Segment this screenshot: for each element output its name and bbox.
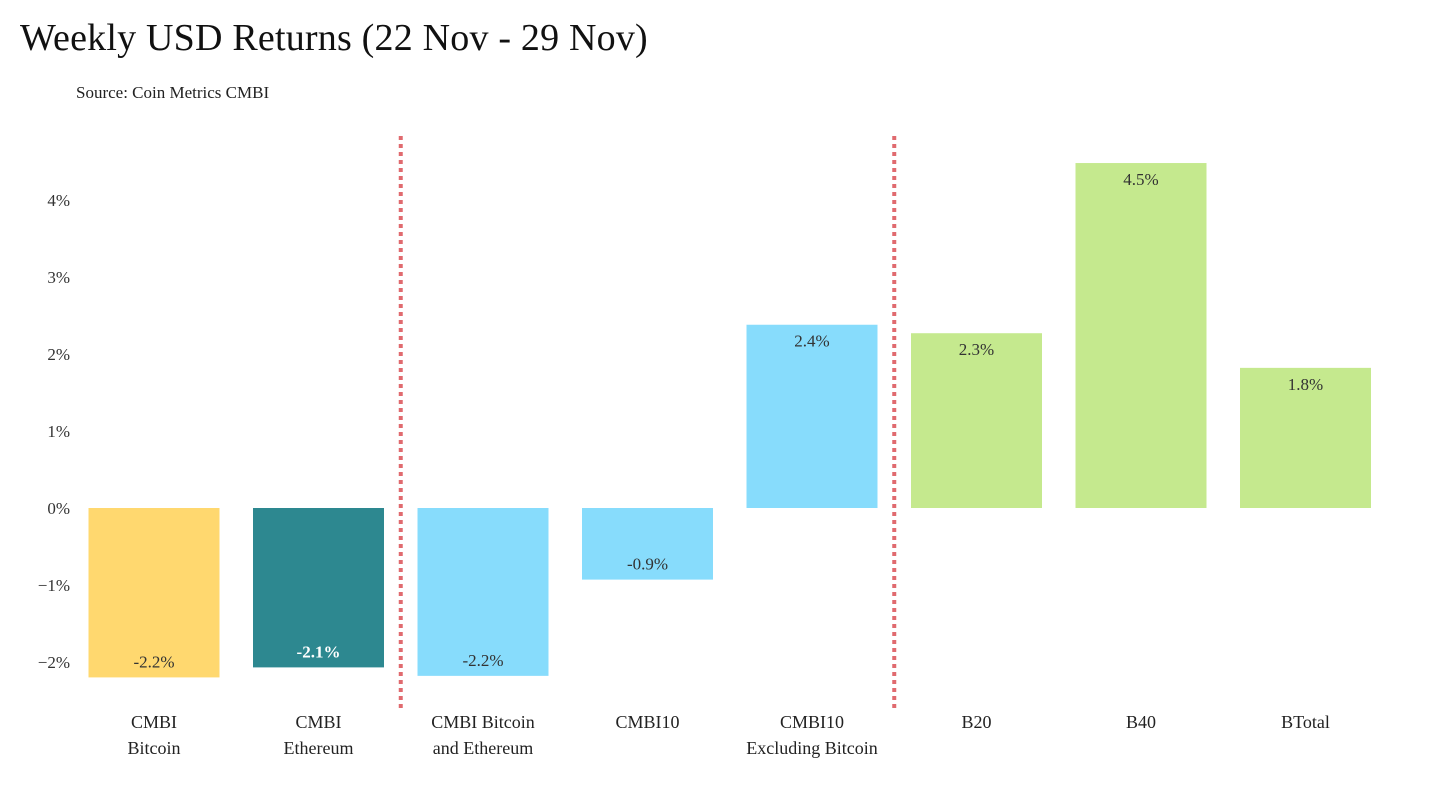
data-label: -2.2% bbox=[462, 651, 503, 670]
x-tick-label: BTotal bbox=[1281, 712, 1330, 732]
x-tick-label-line: CMBI Bitcoin bbox=[431, 712, 535, 732]
x-tick-label-line: B40 bbox=[1126, 712, 1156, 732]
data-label: 1.8% bbox=[1288, 375, 1323, 394]
bar bbox=[417, 508, 549, 676]
chart-title: Weekly USD Returns (22 Nov - 29 Nov) bbox=[20, 17, 648, 59]
x-tick-label: CMBI10 bbox=[615, 712, 679, 732]
x-tick-label: CMBI Bitcoin and Ethereum bbox=[431, 712, 535, 758]
bar bbox=[1240, 367, 1371, 508]
bar bbox=[88, 508, 220, 678]
data-label: 2.4% bbox=[794, 332, 829, 351]
x-tick-label-line: Excluding Bitcoin bbox=[746, 738, 877, 758]
y-tick-label: 2% bbox=[47, 345, 70, 364]
x-tick-label-line: CMBI bbox=[295, 712, 341, 732]
y-tick-label: 1% bbox=[47, 422, 70, 441]
data-label: -0.9% bbox=[627, 555, 668, 574]
y-tick-label: 0% bbox=[47, 499, 70, 518]
x-tick-label-line: B20 bbox=[961, 712, 991, 732]
data-label: 2.3% bbox=[959, 340, 994, 359]
data-label: 4.5% bbox=[1123, 170, 1158, 189]
x-tick-label: CMBI Bitcoin bbox=[128, 712, 181, 758]
y-tick-label: 3% bbox=[47, 268, 70, 287]
bar bbox=[746, 324, 878, 508]
x-tick-label-line: Ethereum bbox=[284, 738, 354, 758]
data-label: -2.2% bbox=[133, 652, 174, 671]
x-tick-label-line: Bitcoin bbox=[128, 738, 181, 758]
y-tick-label: −2% bbox=[38, 653, 70, 672]
x-tick-label-line: CMBI bbox=[131, 712, 177, 732]
x-tick-label-line: BTotal bbox=[1281, 712, 1330, 732]
chart-subtitle: Source: Coin Metrics CMBI bbox=[76, 83, 270, 102]
x-tick-label: B40 bbox=[1126, 712, 1156, 732]
bar bbox=[253, 508, 384, 668]
x-tick-label-line: CMBI10 bbox=[615, 712, 679, 732]
data-label: -2.1% bbox=[297, 642, 341, 661]
bar bbox=[582, 508, 713, 580]
y-tick-label: −1% bbox=[38, 576, 70, 595]
x-tick-label: CMBI Ethereum bbox=[284, 712, 354, 758]
x-tick-label: CMBI10 Excluding Bitcoin bbox=[746, 712, 877, 758]
bar bbox=[1075, 163, 1207, 509]
bar bbox=[911, 333, 1042, 508]
x-tick-label-line: CMBI10 bbox=[780, 712, 844, 732]
x-tick-label: B20 bbox=[961, 712, 991, 732]
y-tick-label: 4% bbox=[47, 191, 70, 210]
x-tick-label-line: and Ethereum bbox=[433, 738, 533, 758]
